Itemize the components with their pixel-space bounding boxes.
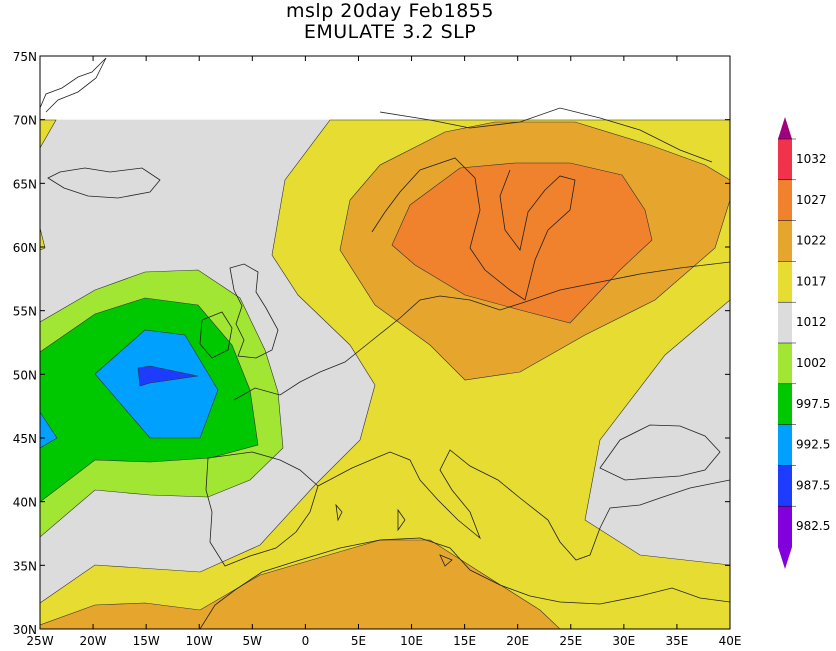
legend-top-arrow [778,117,792,139]
legend-swatch [778,302,792,343]
lat-tick-label: 65N [13,177,37,191]
coastline-ireland [199,311,233,359]
lon-tick-label: 0 [302,634,310,648]
plot-frame [39,55,731,630]
pressure-1017-1022-region [40,539,561,629]
lon-tick-label: 15E [453,634,476,648]
legend-label: 982.5 [796,519,830,533]
map-title: mslp 20day Feb1855 [286,0,494,22]
legend-swatch [778,343,792,384]
legend-label: 1012 [796,315,827,329]
coastline-north-africa [199,537,730,629]
coastline-iceland [47,167,161,199]
legend-swatch [778,220,792,262]
legend-swatch [778,261,792,303]
pressure-1012-1017-region [40,227,46,251]
lon-tick-label: 20E [506,634,529,648]
coastline-western-europe [233,261,730,401]
lon-tick-label: 30E [612,634,635,648]
legend-label: 1027 [796,193,827,207]
legend-swatch [778,424,792,466]
legend-label: 992.5 [796,438,830,452]
lat-tick-label: 75N [13,50,37,64]
pressure-987-992-region [94,329,219,439]
coastline-greenland [40,57,107,113]
lat-tick-label: 55N [13,305,37,319]
legend-swatch [778,506,792,547]
map-subtitle: EMULATE 3.2 SLP [303,21,477,43]
coastline-scandinavia [371,107,713,301]
lon-tick-label: 10W [186,634,213,648]
lon-tick-label: 15W [133,634,160,648]
coastline-mediterranean-north [317,449,730,561]
coastlines [40,57,730,629]
lon-tick-label: 40E [719,634,742,648]
lon-tick-label: 5W [243,634,263,648]
coastline-black-sea [599,424,721,481]
legend-label: 997.5 [796,397,830,411]
legend-label: 1022 [796,234,827,248]
legend-swatch [778,465,792,507]
lat-tick-label: 40N [13,496,37,510]
legend-swatch [778,383,792,425]
lon-tick-label: 35E [665,634,688,648]
legend-swatch [778,139,792,180]
legend-swatch [778,179,792,221]
lon-tick-label: 25W [26,634,53,648]
coastline-iberia [205,451,319,567]
lat-tick-label: 45N [13,432,37,446]
legend-label: 1032 [796,152,827,166]
legend-label: 1017 [796,274,827,288]
legend-label: 987.5 [796,478,830,492]
lon-tick-label: 10E [400,634,423,648]
lat-tick-label: 30N [13,623,37,637]
color-legend: 1032 1027 1022 1017 1012 1002 997.5 992.5 987.5 9… [778,117,830,569]
legend-bottom-arrow [778,547,792,569]
pressure-982-987-region [137,365,199,387]
lat-tick-label: 60N [13,241,37,255]
pressure-contour-fills [40,119,730,629]
pressure-1022-1027-region [391,162,653,324]
lat-tick-label: 35N [13,559,37,573]
lat-tick-label: 70N [13,114,37,128]
lat-tick-label: 50N [13,368,37,382]
pressure-987-992-region [40,411,58,449]
pressure-1012-1017-region [40,119,57,149]
coastline-islands [335,503,453,567]
legend-label: 1002 [796,356,827,370]
lon-tick-label: 25E [559,634,582,648]
coastline-great-britain [229,263,279,359]
lon-tick-label: 5E [351,634,366,648]
lon-tick-label: 20W [80,634,107,648]
